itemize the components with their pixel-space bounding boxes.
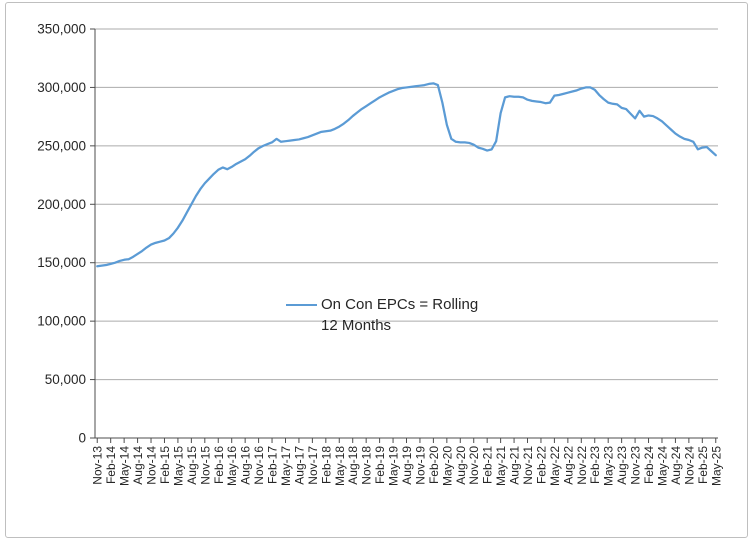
x-axis-tick-label: May-24 xyxy=(655,446,669,486)
x-axis-tick-label: Feb-23 xyxy=(588,446,602,484)
chart-legend: On Con EPCs = Rolling 12 Months xyxy=(286,294,496,336)
x-axis-tick-label: Feb-22 xyxy=(534,446,548,484)
x-axis-tick-label: Nov-22 xyxy=(575,446,589,485)
x-axis-tick-label: Aug-14 xyxy=(131,446,145,485)
x-axis-tick-label: Feb-21 xyxy=(481,446,495,484)
x-axis-tick-label: Feb-25 xyxy=(696,446,710,484)
x-axis-tick-label: Feb-20 xyxy=(427,446,441,484)
y-axis-tick-label: 150,000 xyxy=(37,255,86,270)
x-axis-tick-label: May-16 xyxy=(225,446,239,486)
chart-frame xyxy=(5,2,748,538)
y-axis-tick-label: 350,000 xyxy=(37,22,86,37)
x-axis-tick-label: Feb-18 xyxy=(319,446,333,484)
y-axis-tick-label: 100,000 xyxy=(37,314,86,329)
x-axis-tick-label: Aug-17 xyxy=(292,446,306,485)
x-axis-tick-label: May-23 xyxy=(602,446,616,486)
y-axis-tick-label: 50,000 xyxy=(45,372,86,387)
x-axis-tick-label: Aug-15 xyxy=(185,446,199,485)
x-axis-tick-label: Nov-18 xyxy=(360,446,374,485)
x-axis-tick-label: May-22 xyxy=(548,446,562,486)
legend-label-line-1: On Con EPCs = Rolling xyxy=(321,296,479,313)
x-axis-tick-label: Aug-21 xyxy=(508,446,522,485)
legend-label-line-2: 12 Months xyxy=(321,317,392,334)
y-axis-tick-label: 300,000 xyxy=(37,80,86,95)
x-axis-tick-label: Nov-17 xyxy=(306,446,320,485)
x-axis-tick-label: Nov-13 xyxy=(91,446,105,485)
legend-label: On Con EPCs = Rolling 12 Months xyxy=(321,294,496,336)
x-axis-tick-label: May-18 xyxy=(333,446,347,486)
x-axis-tick-label: Feb-17 xyxy=(266,446,280,484)
x-axis-tick-label: May-21 xyxy=(494,446,508,486)
x-axis-tick-label: Aug-23 xyxy=(615,446,629,485)
x-axis-tick-label: May-20 xyxy=(440,446,454,486)
x-axis-tick-label: Aug-16 xyxy=(239,446,253,485)
x-axis-tick-label: Nov-20 xyxy=(467,446,481,485)
x-axis-tick-label: May-14 xyxy=(118,446,132,486)
x-axis-tick-label: Nov-15 xyxy=(198,446,212,485)
legend-line-swatch xyxy=(286,304,317,306)
x-axis-tick-label: Nov-21 xyxy=(521,446,535,485)
x-axis-tick-label: Nov-14 xyxy=(145,446,159,485)
x-axis-tick-label: Aug-19 xyxy=(400,446,414,485)
x-axis-tick-label: Aug-22 xyxy=(561,446,575,485)
x-axis-tick-label: Feb-14 xyxy=(104,446,118,484)
x-axis-tick-label: Aug-24 xyxy=(669,446,683,485)
series-line xyxy=(96,82,717,268)
x-axis-tick-label: May-15 xyxy=(171,446,185,486)
y-axis-tick-label: 250,000 xyxy=(37,138,86,153)
x-axis-tick-label: Nov-19 xyxy=(413,446,427,485)
y-axis-tick-label: 0 xyxy=(78,431,86,446)
x-axis-tick-label: Feb-24 xyxy=(642,446,656,484)
x-axis-tick-label: Feb-16 xyxy=(212,446,226,484)
x-axis-tick-label: Nov-16 xyxy=(252,446,266,485)
x-axis-tick-label: Aug-20 xyxy=(454,446,468,485)
y-axis-tick-label: 200,000 xyxy=(37,197,86,212)
x-axis-tick-label: Aug-18 xyxy=(346,446,360,485)
x-axis-tick-label: Feb-15 xyxy=(158,446,172,484)
x-axis-tick-label: May-17 xyxy=(279,446,293,486)
x-axis-tick-label: Feb-19 xyxy=(373,446,387,484)
x-axis-tick-label: Nov-23 xyxy=(629,446,643,485)
x-axis-tick-label: May-25 xyxy=(709,446,723,486)
x-axis-tick-label: May-19 xyxy=(387,446,401,486)
x-axis-tick-label: Nov-24 xyxy=(682,446,696,485)
